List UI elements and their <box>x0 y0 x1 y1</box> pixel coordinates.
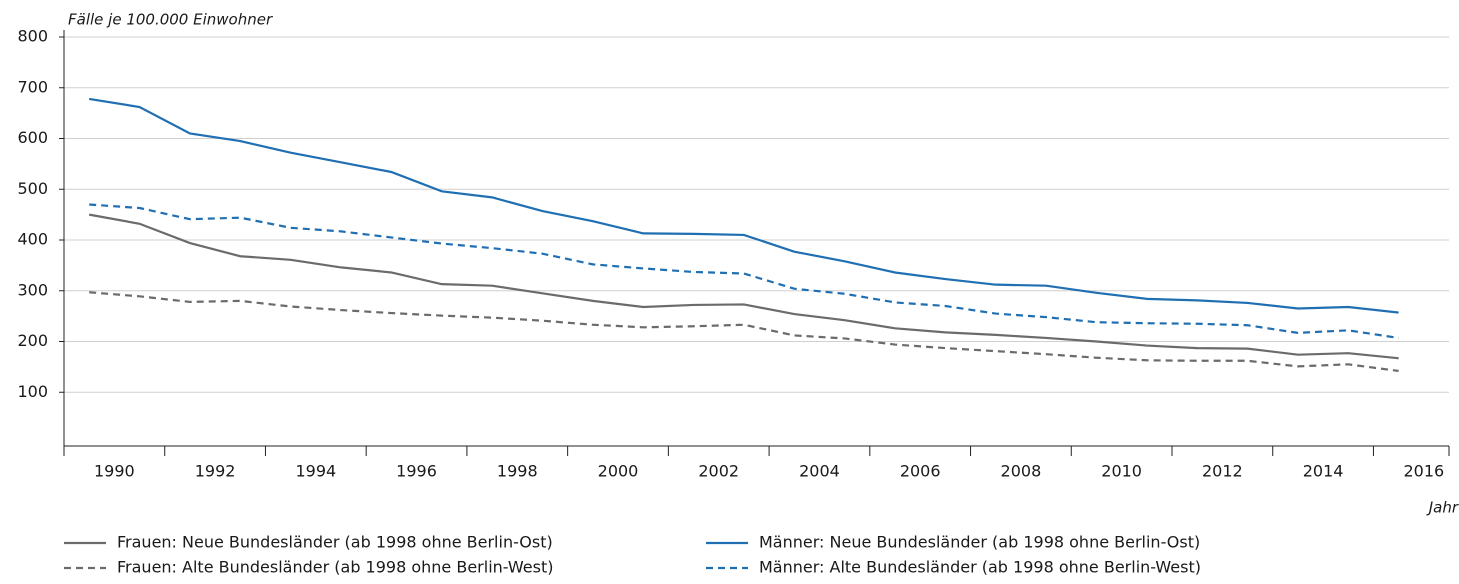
x-tick-label: 2000 <box>598 462 639 481</box>
y-tick-label: 800 <box>17 27 48 46</box>
x-tick-label: 2004 <box>799 462 840 481</box>
y-tick-label: 400 <box>17 230 48 249</box>
x-tick-label: 1990 <box>94 462 135 481</box>
x-tick-label: 1992 <box>195 462 236 481</box>
y-tick-label: 500 <box>17 179 48 198</box>
legend-label: Frauen: Alte Bundesländer (ab 1998 ohne … <box>117 558 554 577</box>
legend-label: Männer: Alte Bundesländer (ab 1998 ohne … <box>759 558 1201 577</box>
y-tick-label: 200 <box>17 331 48 350</box>
x-tick-label: 1998 <box>497 462 538 481</box>
x-tick-label: 2008 <box>1001 462 1042 481</box>
x-tick-label: 1994 <box>295 462 336 481</box>
y-tick-label: 100 <box>17 382 48 401</box>
x-tick-label: 1996 <box>396 462 437 481</box>
line <box>89 291 1399 373</box>
x-tick-label: 2002 <box>698 462 739 481</box>
line <box>89 97 1399 314</box>
y-axis-label: Fälle je 100.000 Einwohner <box>68 11 273 29</box>
y-tick-label: 700 <box>17 77 48 96</box>
y-tick-label: 300 <box>17 280 48 299</box>
line <box>88 213 1399 360</box>
x-tick-label: 2010 <box>1101 462 1142 481</box>
x-axis-label: Jahr <box>1426 499 1459 517</box>
x-tick-label: 2014 <box>1303 462 1344 481</box>
legend-label: Männer: Neue Bundesländer (ab 1998 ohne … <box>759 533 1200 552</box>
line <box>89 203 1399 340</box>
y-tick-label: 600 <box>17 128 48 147</box>
x-tick-label: 2012 <box>1202 462 1243 481</box>
x-tick-label: 2016 <box>1403 462 1444 481</box>
x-tick-label: 2006 <box>900 462 941 481</box>
legend-label: Frauen: Neue Bundesländer (ab 1998 ohne … <box>117 533 553 552</box>
